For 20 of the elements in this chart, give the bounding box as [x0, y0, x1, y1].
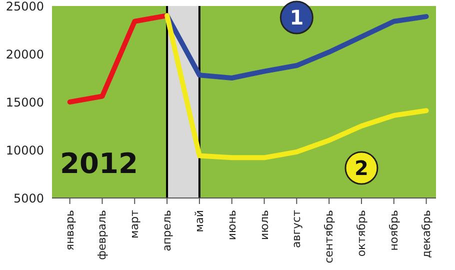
x-tick-label: октябрь — [354, 210, 368, 257]
x-tick-label: март — [128, 209, 142, 238]
y-tick-label: 15000 — [6, 95, 44, 110]
x-tick-label: январь — [63, 210, 76, 250]
x-tick-label: ноябрь — [387, 210, 400, 251]
series-label: 1 — [290, 6, 304, 30]
y-tick-label: 10000 — [6, 143, 44, 158]
x-tick-label: февраль — [96, 210, 109, 260]
x-tick-label: май — [192, 210, 206, 232]
x-tick-label: август — [290, 209, 304, 248]
series-label: 2 — [354, 156, 368, 180]
x-tick-label: сентябрь — [322, 210, 336, 264]
x-tick-label: июнь — [225, 210, 238, 240]
y-tick-label: 20000 — [6, 47, 44, 62]
x-tick-label: апрель — [160, 210, 174, 252]
y-tick-label: 5000 — [13, 191, 44, 206]
x-tick-label: июль — [258, 210, 271, 240]
x-tick-label: декабрь — [420, 210, 433, 258]
annotation: 2012 — [60, 147, 138, 180]
y-tick-label: 25000 — [6, 0, 44, 14]
